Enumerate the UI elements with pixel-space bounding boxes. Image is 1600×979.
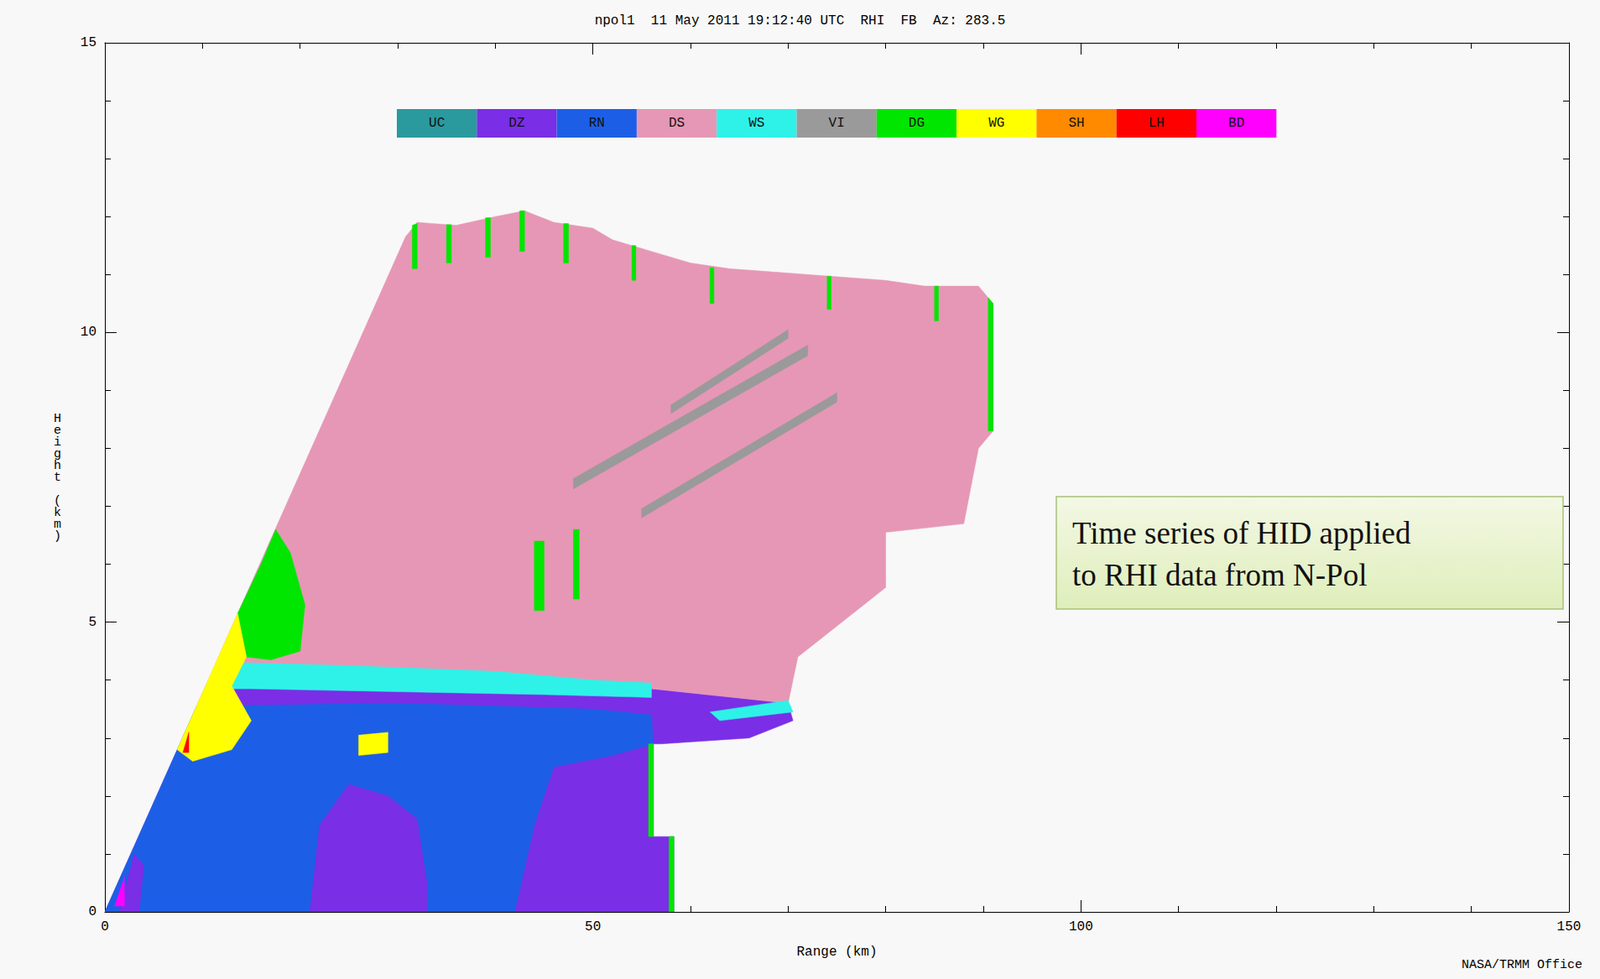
svg-text:15: 15 [80, 35, 97, 51]
svg-text:DG: DG [908, 115, 925, 131]
svg-text:): ) [53, 529, 62, 544]
svg-text:k: k [53, 505, 62, 520]
svg-text:DZ: DZ [508, 115, 526, 131]
svg-text:100: 100 [1068, 919, 1094, 935]
svg-text:10: 10 [80, 324, 97, 340]
svg-text:npol1 11 May 2011 19:12:40 UT: npol1 11 May 2011 19:12:40 UTC RHI FB Az… [594, 13, 1006, 29]
svg-text:h: h [53, 458, 62, 473]
svg-text:LH: LH [1148, 115, 1165, 131]
svg-text:0: 0 [88, 904, 97, 920]
svg-text:Time series of HID applied: Time series of HID applied [1072, 515, 1412, 551]
svg-text:WS: WS [748, 115, 765, 131]
svg-text:g: g [53, 446, 62, 462]
svg-text:to RHI data from N-Pol: to RHI data from N-Pol [1072, 557, 1367, 593]
svg-text:i: i [53, 435, 62, 450]
svg-text:150: 150 [1557, 919, 1582, 935]
svg-text:m: m [53, 517, 62, 532]
svg-text:SH: SH [1068, 115, 1085, 131]
svg-text:t: t [53, 470, 62, 485]
svg-text:H: H [53, 411, 62, 426]
svg-text:UC: UC [428, 115, 445, 131]
svg-text:WG: WG [988, 115, 1005, 131]
svg-text:50: 50 [584, 919, 601, 935]
svg-text:RN: RN [588, 115, 605, 131]
svg-text:Range (km): Range (km) [796, 944, 877, 960]
svg-text:BD: BD [1228, 115, 1245, 131]
svg-text:NASA/TRMM Office: NASA/TRMM Office [1461, 958, 1583, 973]
svg-text:VI: VI [828, 115, 845, 131]
svg-text:e: e [53, 423, 62, 438]
svg-text:0: 0 [100, 919, 110, 935]
svg-text:5: 5 [88, 614, 97, 631]
svg-text:DS: DS [668, 115, 685, 131]
